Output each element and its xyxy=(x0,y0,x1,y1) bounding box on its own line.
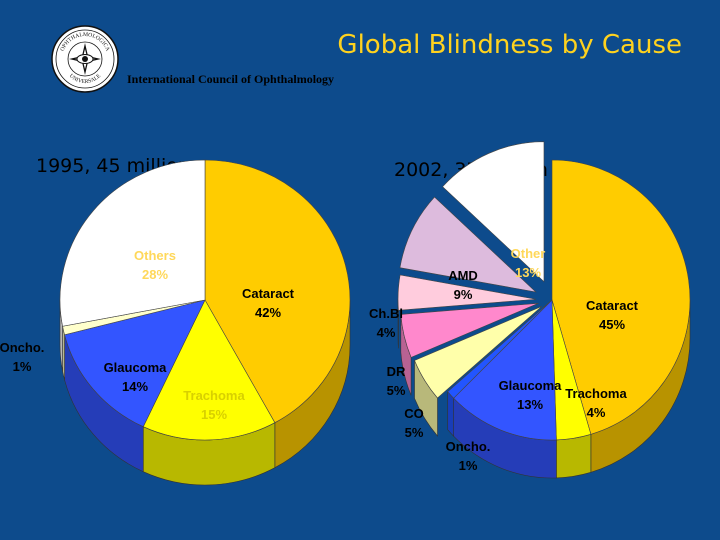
pie-2002-slice-amd xyxy=(399,196,537,293)
pie-2002-slice-cataract xyxy=(551,159,691,435)
pie-1995-slice-trachoma xyxy=(142,299,276,441)
pie-2002-slice-other xyxy=(442,141,545,283)
pie-2002-label-glaucoma: Glaucoma 13% xyxy=(499,378,563,412)
pie-2002-label-co: CO 5% xyxy=(404,406,424,440)
pie-1995-label-others: Others 28% xyxy=(134,248,176,282)
pie-2002-label-trachoma: Trachoma 4% xyxy=(565,386,627,420)
pie-2002-slice-co xyxy=(414,306,543,399)
page-title: Global Blindness by Cause xyxy=(337,30,682,60)
pie-2002-slice-oncho xyxy=(447,299,553,399)
pie-2002-slice-chbl xyxy=(397,274,537,311)
subtitle: International Council of Ophthalmology xyxy=(127,72,335,86)
pie-2002-wall-oncho xyxy=(447,390,454,437)
pie-2002-slice-glaucoma xyxy=(453,299,557,441)
pie-1995-slice-glaucoma xyxy=(64,299,206,428)
ophthalmology-council-seal-icon: OPHTHALMOLOGICA UNIVERSALE xyxy=(51,25,119,93)
pie-1995-slice-others xyxy=(59,159,206,327)
pie-2002-label-amd: AMD 9% xyxy=(448,268,478,302)
pie-2002-wall-trachoma xyxy=(556,433,592,479)
pie-2002-slice-dr xyxy=(400,303,539,358)
pie-1995-label-cataract: Cataract 42% xyxy=(242,286,295,320)
pie-1995-label-oncho: Oncho. 1% xyxy=(0,340,44,374)
pie-2002-label-dr: DR 5% xyxy=(387,364,406,398)
pie-2002-label-chbl: Ch.Bl 4% xyxy=(369,306,403,340)
pie-2002-label-other: Other 13% xyxy=(511,246,546,280)
pie-1995-slice-cataract xyxy=(204,159,351,424)
pie-2002-label-oncho: Oncho. 1% xyxy=(446,439,491,473)
pie-2002-label-cataract: Cataract 45% xyxy=(586,298,639,332)
pie-1995-label-trachoma: Trachoma 15% xyxy=(183,388,245,422)
pie-1995-label-glaucoma: Glaucoma 14% xyxy=(104,360,168,394)
